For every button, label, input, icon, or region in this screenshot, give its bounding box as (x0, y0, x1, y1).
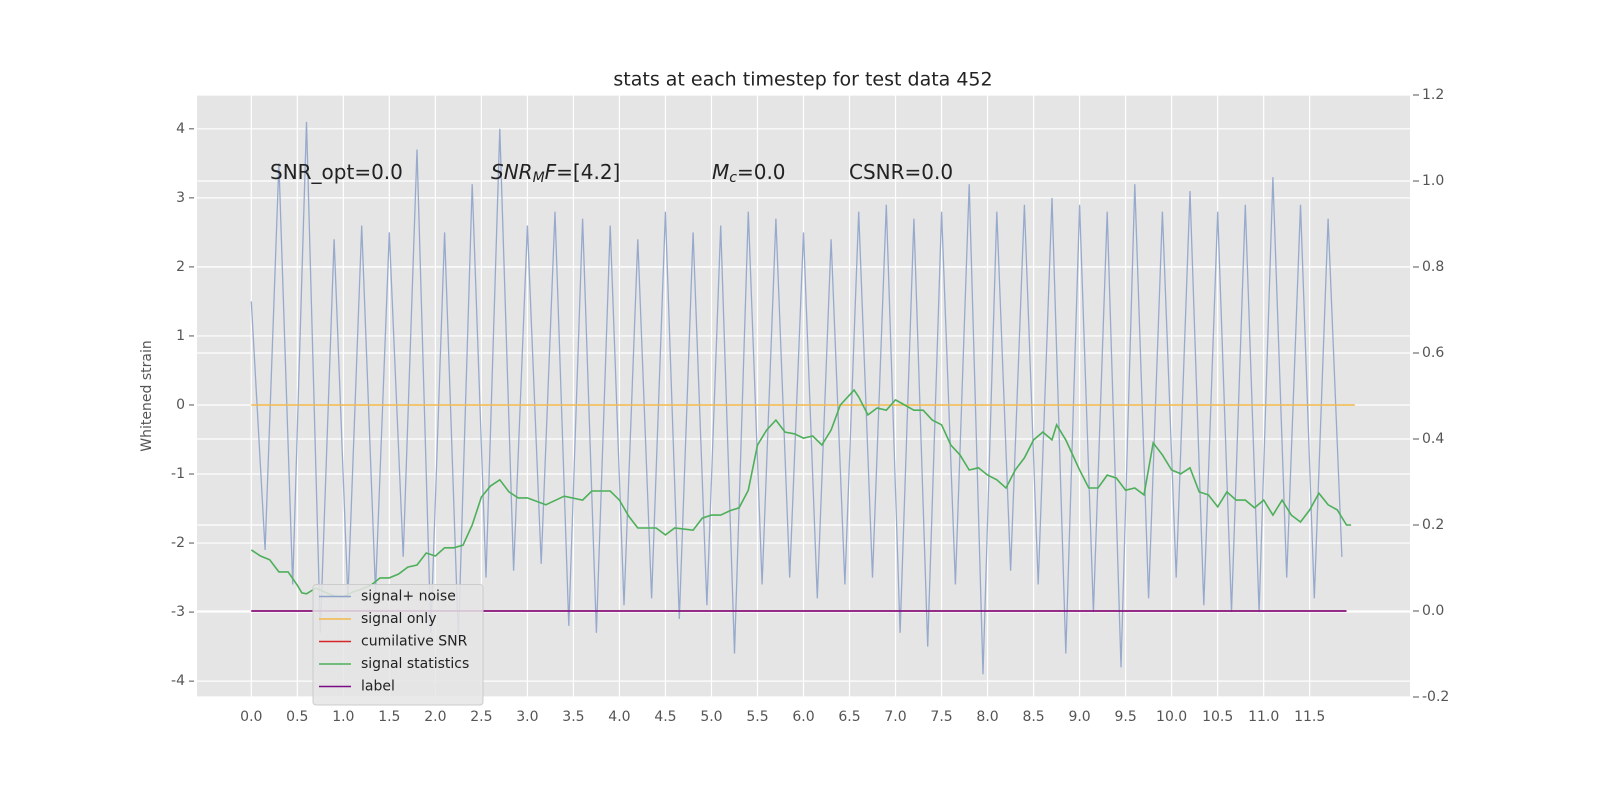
x-tick-label: 4.5 (654, 709, 676, 725)
y2-tick-label: 0.4 (1422, 431, 1444, 447)
y-tick-label: -4 (171, 673, 185, 689)
x-tick-label: 10.5 (1202, 709, 1233, 725)
x-tick-label: 0.0 (240, 709, 262, 725)
y-tick-label: 2 (176, 259, 185, 275)
y-tick-label: 1 (176, 328, 185, 344)
y2-tick-label: 0.2 (1422, 517, 1444, 533)
y2-tick-label: 1.0 (1422, 173, 1444, 189)
annotation-part: CSNR=0.0 (849, 160, 953, 184)
x-tick-label: 8.5 (1022, 709, 1044, 725)
x-tick-label: 11.5 (1294, 709, 1325, 725)
annotation-part: M (533, 170, 545, 186)
annotation-part: SNR_opt=0.0 (270, 160, 403, 184)
legend-box (312, 584, 484, 706)
x-tick-label: 0.5 (286, 709, 308, 725)
x-tick-label: 6.5 (838, 709, 860, 725)
y2-tick-label: 1.2 (1422, 87, 1444, 103)
annotation: SNR_opt=0.0 (270, 160, 403, 184)
x-tick-label: 2.5 (470, 709, 492, 725)
x-tick-label: 9.0 (1068, 709, 1090, 725)
x-tick-label: 5.5 (746, 709, 768, 725)
x-tick-label: 10.0 (1156, 709, 1187, 725)
y-tick-label: 4 (176, 121, 185, 137)
annotation-part: M (712, 160, 729, 184)
annotation: SNRMF=[4.2] (491, 160, 620, 187)
legend-label: cumilative SNR (361, 634, 468, 650)
x-tick-label: 11.0 (1248, 709, 1279, 725)
chart-title: stats at each timestep for test data 452 (613, 69, 992, 91)
y2-tick-label: 0.8 (1422, 259, 1444, 275)
annotation: Mc=0.0 (712, 160, 786, 187)
x-tick-label: 9.5 (1114, 709, 1136, 725)
annotation-part: =0.0 (737, 160, 786, 184)
series-line (250, 388, 1352, 598)
x-tick-label: 7.5 (930, 709, 952, 725)
y-tick-label: 0 (176, 397, 185, 413)
annotation: CSNR=0.0 (849, 160, 953, 184)
x-tick-label: 1.5 (378, 709, 400, 725)
y-tick-label: -1 (171, 466, 185, 482)
y-tick-label: 3 (176, 190, 185, 206)
x-tick-label: 4.0 (608, 709, 630, 725)
y-axis-label: Whitened strain (139, 340, 155, 451)
y2-tick-label: -0.2 (1422, 689, 1449, 705)
x-tick-label: 5.0 (700, 709, 722, 725)
x-tick-label: 1.0 (332, 709, 354, 725)
x-tick-label: 3.0 (516, 709, 538, 725)
y2-tick-label: 0.0 (1422, 603, 1444, 619)
y2-tick-label: 0.6 (1422, 345, 1444, 361)
x-tick-label: 7.0 (884, 709, 906, 725)
x-tick-label: 8.0 (976, 709, 998, 725)
y-tick-label: -3 (171, 604, 185, 620)
annotation-part: SNR (491, 160, 533, 184)
annotation-part: F (545, 160, 557, 184)
x-tick-label: 3.5 (562, 709, 584, 725)
x-tick-label: 2.0 (424, 709, 446, 725)
legend-label: label (361, 679, 395, 695)
x-tick-label: 6.0 (792, 709, 814, 725)
legend-label: signal statistics (361, 656, 469, 672)
annotation-part: c (729, 170, 737, 186)
legend-label: signal+ noise (361, 589, 456, 605)
legend-label: signal only (361, 611, 436, 627)
y-tick-label: -2 (171, 535, 185, 551)
annotation-part: =[4.2] (556, 160, 620, 184)
